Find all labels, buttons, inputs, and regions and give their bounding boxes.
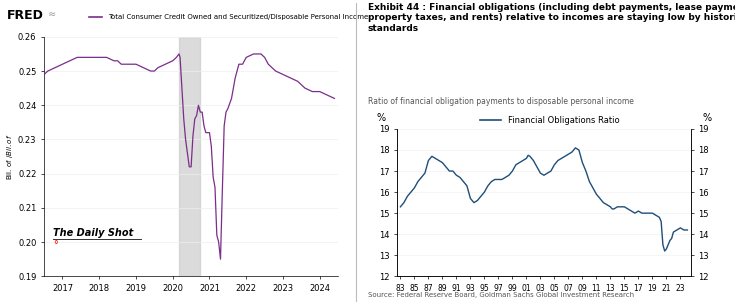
Text: The Daily Shot: The Daily Shot: [53, 228, 133, 238]
Text: FRED: FRED: [7, 9, 44, 22]
Text: Exhibit 44 : Financial obligations (including debt payments, lease payments,
pro: Exhibit 44 : Financial obligations (incl…: [368, 3, 735, 33]
Text: Ratio of financial obligation payments to disposable personal income: Ratio of financial obligation payments t…: [368, 97, 634, 106]
Legend: Total Consumer Credit Owned and Securitized/Disposable Personal Income: Total Consumer Credit Owned and Securiti…: [86, 12, 371, 23]
Text: °: °: [53, 240, 57, 250]
Text: %: %: [376, 113, 385, 123]
Bar: [179, 37, 201, 276]
Y-axis label: Bil. of $/Bil. of $: Bil. of $/Bil. of $: [5, 133, 15, 180]
Text: ≈: ≈: [48, 9, 56, 19]
Legend: Financial Obligations Ratio: Financial Obligations Ratio: [477, 112, 623, 128]
Text: Source: Federal Reserve Board, Goldman Sachs Global Investment Research: Source: Federal Reserve Board, Goldman S…: [368, 292, 634, 298]
Text: %: %: [703, 113, 711, 123]
